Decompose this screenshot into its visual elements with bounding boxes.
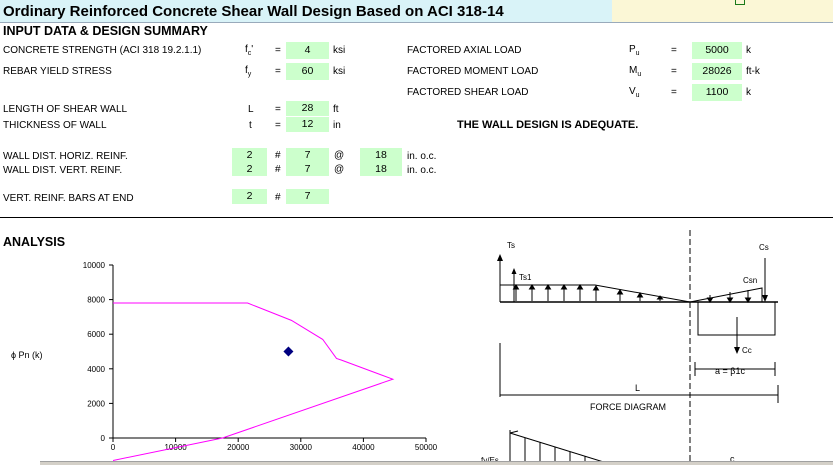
force-diagram-caption: FORCE DIAGRAM: [590, 402, 666, 412]
equals-sign: =: [275, 104, 281, 115]
moment-load-input[interactable]: 28026: [692, 63, 742, 80]
horiz-reinf-bar-input[interactable]: 7: [286, 148, 329, 162]
bar-size-hash: #: [275, 150, 281, 161]
section-analysis: ANALYSIS: [3, 235, 66, 249]
cs-label: Cs: [759, 243, 769, 252]
sheet-title: Ordinary Reinforced Concrete Shear Wall …: [3, 3, 504, 20]
strain-line: [509, 432, 611, 464]
wall-length-input[interactable]: 28: [286, 101, 329, 116]
shear-load-input[interactable]: 1100: [692, 84, 742, 101]
spacing-at-sign: @: [334, 150, 345, 161]
equals-sign: =: [275, 120, 281, 131]
horiz-reinf-label: WALL DIST. HORIZ. REINF.: [3, 151, 128, 162]
shear-load-label: FACTORED SHEAR LOAD: [407, 87, 529, 98]
c-label: c: [730, 454, 735, 464]
vert-reinf-count-input[interactable]: 2: [232, 162, 267, 176]
section-divider: [0, 217, 833, 218]
rebar-yield-unit: ksi: [333, 66, 346, 77]
tension-arrows: [512, 284, 664, 301]
load-point-marker: [283, 346, 294, 357]
end-bars-bar-input[interactable]: 7: [286, 189, 329, 204]
chart-ylabel: ϕ Pn (k): [11, 350, 43, 360]
force-diagram: Ts Ts1 Cs Csn Cc a = β1c L FORCE DIAGRAM…: [481, 230, 779, 464]
axial-load-label: FACTORED AXIAL LOAD: [407, 45, 522, 56]
moment-load-symbol: Mu: [629, 65, 642, 78]
section-input-summary: INPUT DATA & DESIGN SUMMARY: [3, 24, 208, 38]
concrete-strength-input[interactable]: 4: [286, 42, 329, 59]
x-tick-label: 20000: [227, 443, 250, 452]
wall-thickness-input[interactable]: 12: [286, 117, 329, 132]
x-tick-label: 50000: [415, 443, 438, 452]
vert-reinf-label: WALL DIST. VERT. REINF.: [3, 165, 123, 176]
cc-arrowhead: [734, 347, 740, 354]
ts-label: Ts: [507, 241, 515, 250]
cc-label: Cc: [742, 346, 752, 355]
ts1-label: Ts1: [519, 273, 532, 282]
moment-load-unit: ft-k: [746, 66, 760, 77]
compression-triangle: [689, 287, 763, 303]
cs-arrowhead: [762, 295, 768, 302]
shear-load-symbol: Vu: [629, 86, 640, 99]
vert-reinf-unit: in. o.c.: [407, 165, 437, 176]
equals-sign: =: [671, 87, 677, 98]
equals-sign: =: [275, 45, 281, 56]
bar-size-hash: #: [275, 192, 281, 203]
concrete-strength-unit: ksi: [333, 45, 346, 56]
end-bars-count-input[interactable]: 2: [232, 189, 267, 204]
y-tick-label: 6000: [87, 330, 105, 339]
horizontal-scrollbar[interactable]: [40, 461, 833, 465]
x-tick-label: 40000: [352, 443, 375, 452]
horiz-reinf-spacing-input[interactable]: 18: [360, 148, 402, 162]
wall-thickness-symbol: t: [249, 120, 252, 131]
vert-reinf-bar-input[interactable]: 7: [286, 162, 329, 176]
compression-arrows: [706, 290, 752, 303]
y-tick-label: 10000: [83, 261, 106, 270]
spacing-at-sign: @: [334, 164, 345, 175]
horiz-reinf-unit: in. o.c.: [407, 151, 437, 162]
csn-label: Csn: [743, 276, 757, 285]
ts-arrowhead: [497, 254, 503, 261]
wall-length-symbol: L: [248, 104, 254, 115]
end-bars-label: VERT. REINF. BARS AT END: [3, 193, 134, 204]
axial-load-unit: k: [746, 45, 751, 56]
a-equation-label: a = β1c: [715, 366, 745, 376]
y-tick-label: 4000: [87, 365, 105, 374]
title-bar: [0, 0, 612, 23]
concrete-strength-label: CONCRETE STRENGTH (ACI 318 19.2.1.1): [3, 45, 202, 56]
bar-size-hash: #: [275, 164, 281, 175]
cell-selection-marker: [735, 0, 745, 5]
shear-load-unit: k: [746, 87, 751, 98]
equals-sign: =: [671, 66, 677, 77]
axial-load-symbol: Pu: [629, 44, 640, 57]
rebar-yield-label: REBAR YIELD STRESS: [3, 66, 112, 77]
wall-length-unit: ft: [333, 104, 339, 115]
horiz-reinf-count-input[interactable]: 2: [232, 148, 267, 162]
equals-sign: =: [671, 45, 677, 56]
vert-reinf-spacing-input[interactable]: 18: [360, 162, 402, 176]
rebar-yield-input[interactable]: 60: [286, 63, 329, 80]
design-status: THE WALL DESIGN IS ADEQUATE.: [457, 119, 639, 131]
fy-es-label: fy/Es: [481, 456, 499, 464]
moment-load-label: FACTORED MOMENT LOAD: [407, 66, 539, 77]
y-tick-label: 8000: [87, 296, 105, 305]
l-label: L: [635, 383, 640, 393]
y-tick-label: 0: [101, 434, 106, 443]
x-tick-label: 30000: [290, 443, 313, 452]
concrete-strength-symbol: fc': [245, 44, 254, 57]
ts1-arrowhead: [511, 268, 517, 274]
wall-thickness-label: THICKNESS OF WALL: [3, 120, 107, 131]
axial-load-input[interactable]: 5000: [692, 42, 742, 59]
rebar-yield-symbol: fy: [245, 65, 252, 78]
wall-length-label: LENGTH OF SHEAR WALL: [3, 104, 128, 115]
y-tick-label: 2000: [87, 399, 105, 408]
interaction-curve: [113, 302, 395, 461]
equals-sign: =: [275, 66, 281, 77]
wall-thickness-unit: in: [333, 120, 341, 131]
title-bar-filler: [612, 0, 833, 23]
x-tick-label: 0: [111, 443, 116, 452]
